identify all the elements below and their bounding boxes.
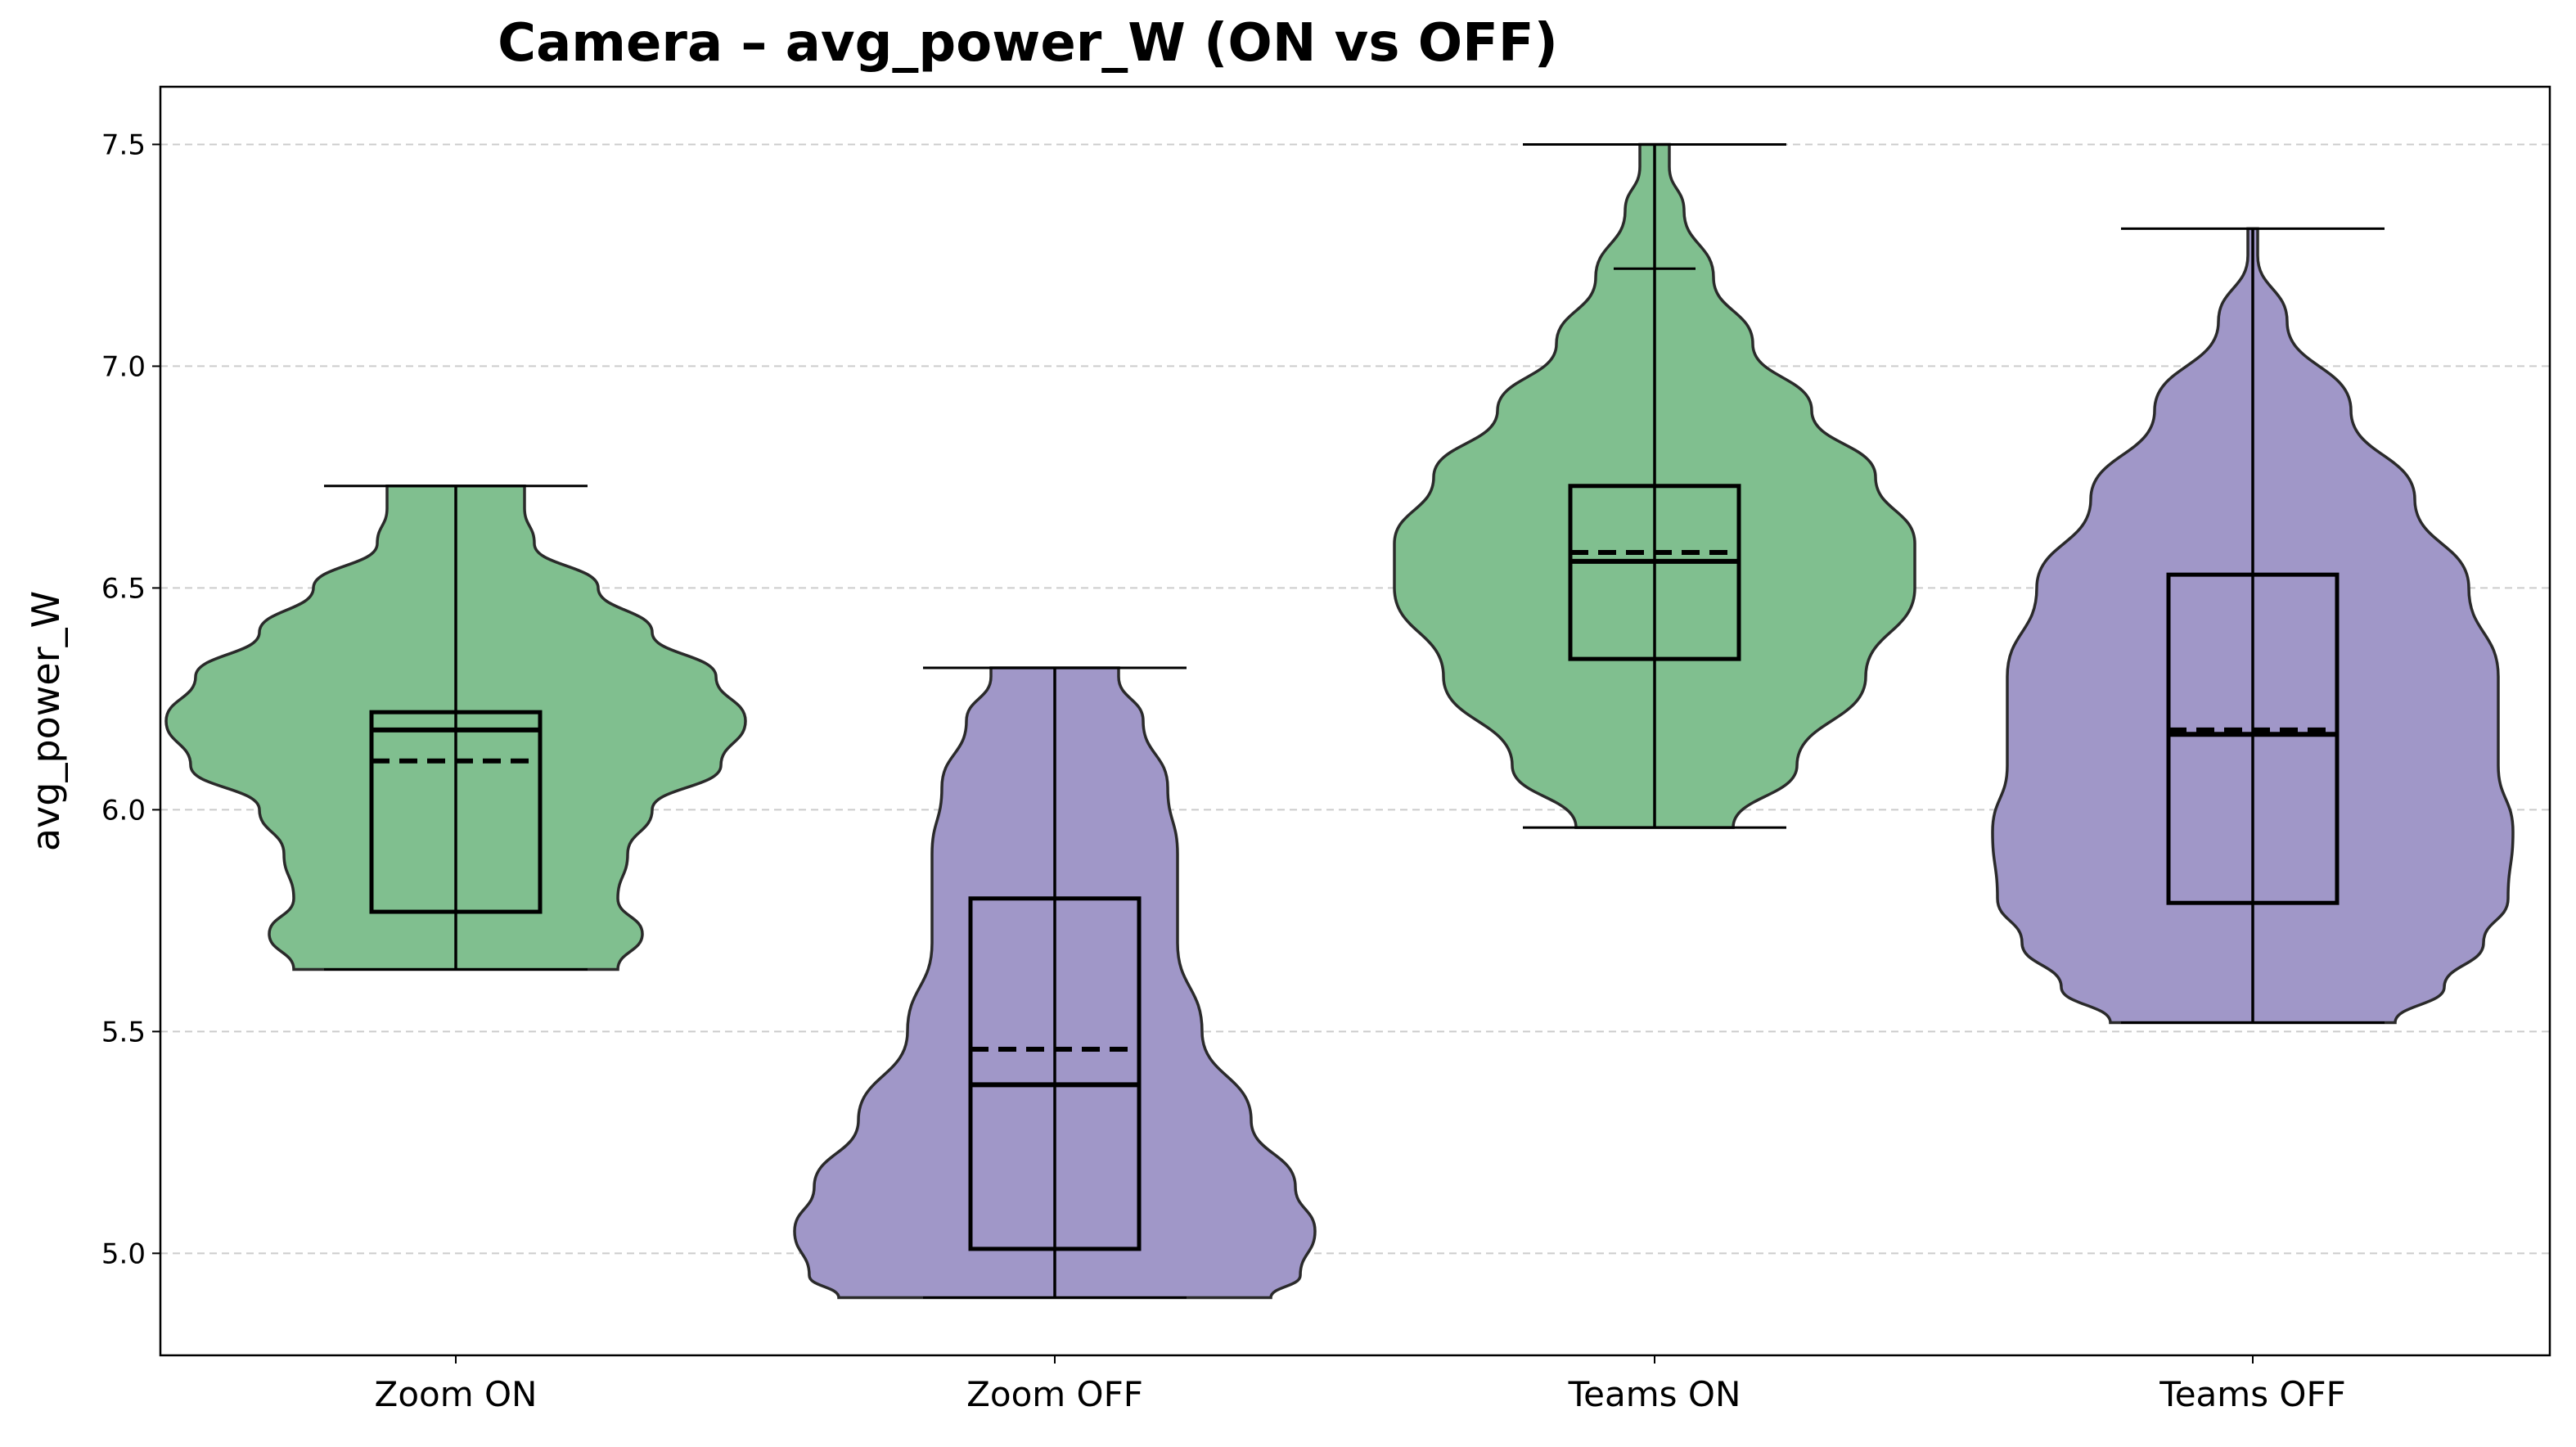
plot-frame: [159, 85, 2551, 1357]
chart-title: Camera – avg_power_W (ON vs OFF): [498, 13, 1558, 74]
x-tick-label: Teams ON: [1568, 1374, 1741, 1414]
y-axis-ticks: 5.0 5.5 6.0 6.5 7.0 7.5: [101, 128, 160, 1270]
y-axis-label: avg_power_W: [24, 591, 68, 851]
x-tick-label: Zoom OFF: [966, 1374, 1143, 1414]
y-tick-label: 6.0: [101, 794, 146, 827]
iqr-box: [369, 710, 543, 914]
x-axis-ticks: Zoom ON Zoom OFF Teams ON Teams OFF: [375, 1355, 2346, 1414]
y-tick-label: 5.0: [101, 1237, 146, 1270]
iqr-box: [2166, 572, 2340, 905]
y-tick-label: 6.5: [101, 572, 146, 605]
x-tick-label: Teams OFF: [2159, 1374, 2346, 1414]
iqr-box: [1568, 484, 1741, 661]
y-tick-label: 7.0: [101, 350, 146, 383]
violin-layer: [164, 142, 2515, 1300]
iqr-box: [968, 896, 1142, 1251]
x-tick-label: Zoom ON: [375, 1374, 538, 1414]
y-tick-label: 5.5: [101, 1016, 146, 1048]
box-layer: [324, 142, 2385, 1300]
y-tick-label: 7.5: [101, 128, 146, 161]
